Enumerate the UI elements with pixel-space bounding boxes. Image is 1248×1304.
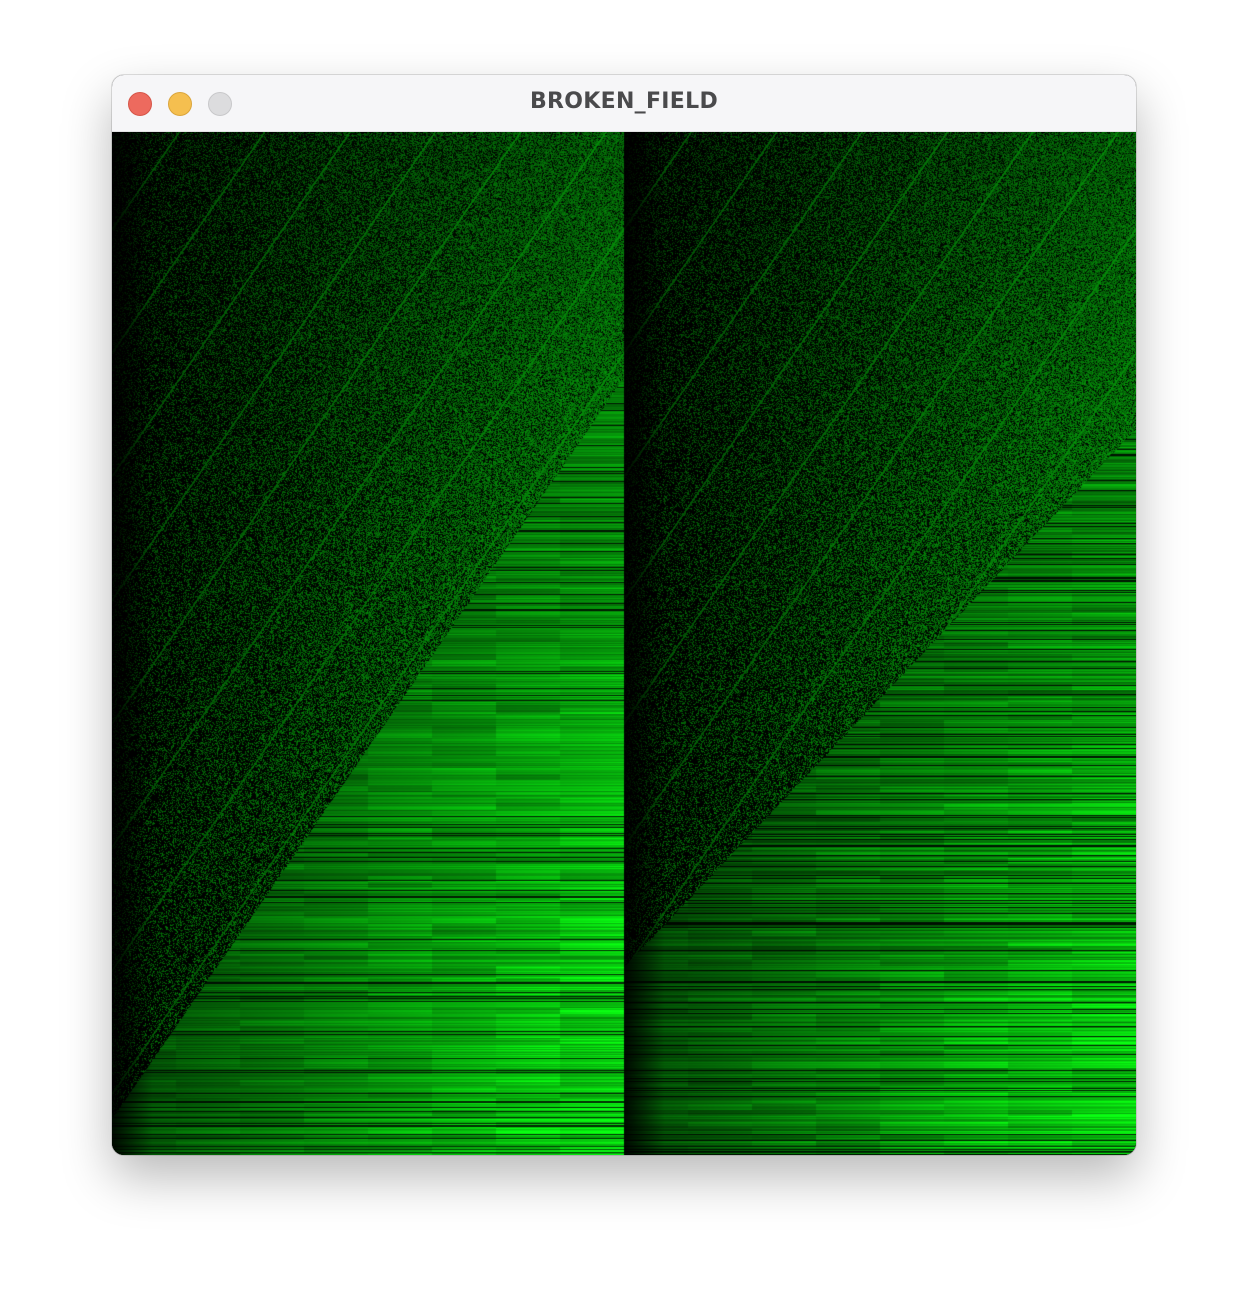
close-button[interactable] — [128, 92, 152, 116]
zoom-button[interactable] — [208, 92, 232, 116]
visualization-area — [112, 132, 1136, 1155]
app-window: BROKEN_FIELD — [112, 75, 1136, 1155]
window-title: BROKEN_FIELD — [529, 89, 719, 114]
minimize-button[interactable] — [168, 92, 192, 116]
title-bar[interactable]: BROKEN_FIELD — [112, 75, 1136, 132]
broken-field-canvas — [112, 132, 1136, 1155]
